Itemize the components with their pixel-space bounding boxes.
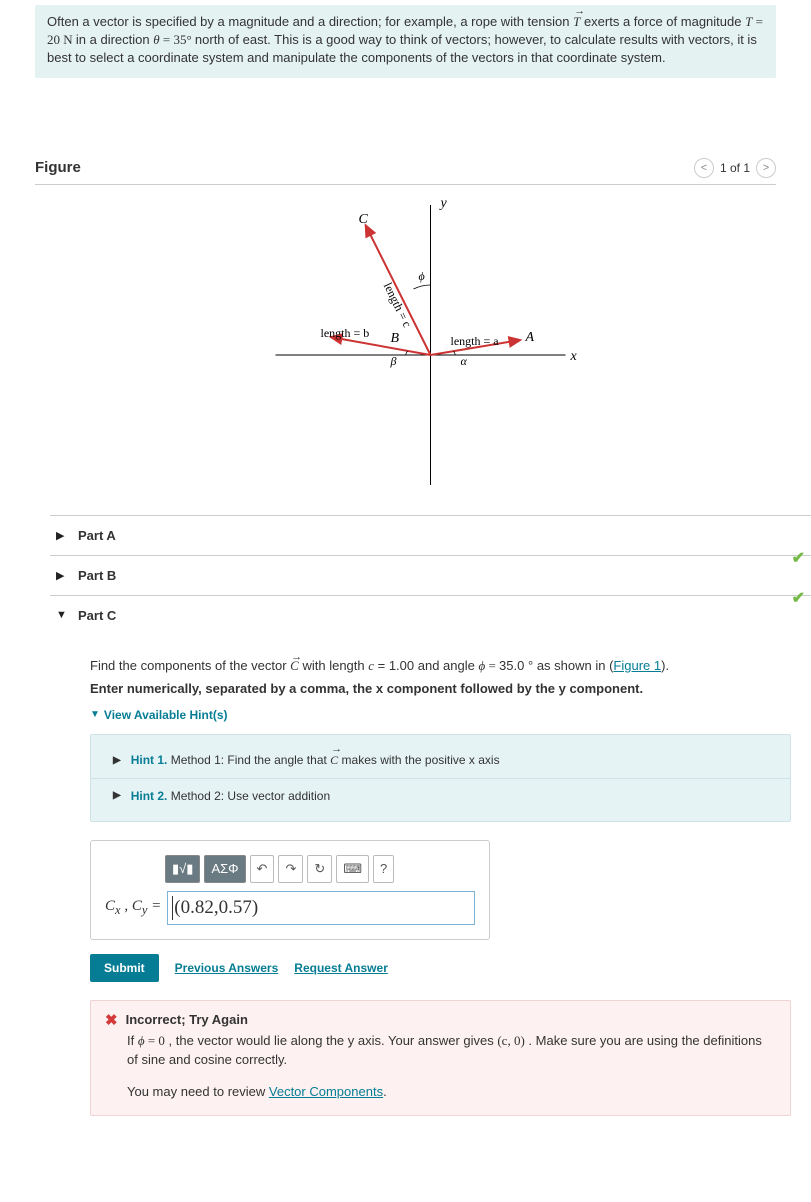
previous-answers-link[interactable]: Previous Answers — [175, 961, 279, 975]
greek-button[interactable]: ΑΣΦ — [204, 855, 245, 883]
beta-label: β — [390, 354, 397, 368]
request-answer-link[interactable]: Request Answer — [294, 961, 388, 975]
equation-toolbar: ▮√▮ ΑΣΦ ↶ ↷ ↻ ⌨ ? — [165, 855, 475, 883]
alpha-label: α — [461, 354, 468, 368]
page: Often a vector is specified by a magnitu… — [0, 5, 811, 1136]
x-axis-label: x — [570, 349, 578, 364]
part-a-label: Part A — [78, 528, 116, 543]
hint-2-label: Hint 2. — [131, 789, 168, 803]
part-c-body: Find the components of the vector →C wit… — [90, 655, 811, 1117]
figure-link[interactable]: Figure 1 — [613, 658, 661, 673]
figure-pager: < 1 of 1 > — [694, 158, 776, 178]
submit-button[interactable]: Submit — [90, 954, 159, 982]
figure-title: Figure — [35, 159, 81, 176]
figure-header: Figure < 1 of 1 > — [35, 158, 776, 185]
partc-instruction: Enter numerically, separated by a comma,… — [90, 681, 791, 696]
keyboard-button[interactable]: ⌨ — [336, 855, 369, 883]
answer-box: ▮√▮ ΑΣΦ ↶ ↷ ↻ ⌨ ? Cx , Cy = (0.82,0.57) — [90, 840, 490, 940]
x-icon: ✖ — [105, 1011, 118, 1029]
figure-pager-text: 1 of 1 — [720, 161, 750, 175]
len-c-label: length = c — [381, 280, 415, 329]
phi-label: ϕ — [419, 269, 425, 283]
y-axis-label: y — [439, 196, 448, 211]
hints-box: ▶ Hint 1. Method 1: Find the angle that … — [90, 734, 791, 822]
hint-1-text: Method 1: Find the angle that →C makes w… — [171, 753, 500, 767]
caret-right-icon: ▶ — [56, 569, 66, 582]
intro-text: Often a vector is specified by a magnitu… — [47, 14, 573, 29]
vec-C-label: C⃗ — [359, 212, 379, 227]
feedback-head: ✖ Incorrect; Try Again — [105, 1011, 776, 1029]
hint-1-row[interactable]: ▶ Hint 1. Method 1: Find the angle that … — [91, 743, 790, 778]
feedback-review: You may need to review Vector Components… — [127, 1082, 776, 1102]
answer-label: Cx , Cy = — [105, 898, 161, 918]
templates-button[interactable]: ▮√▮ — [165, 855, 200, 883]
buttons-row: Submit Previous Answers Request Answer — [90, 954, 791, 982]
part-b-row[interactable]: ▶ Part B ✔ — [50, 556, 811, 596]
answer-row: Cx , Cy = (0.82,0.57) — [105, 891, 475, 925]
vector-components-link[interactable]: Vector Components — [269, 1084, 383, 1099]
vec-A-label: A⃗ — [525, 330, 545, 345]
intro-box: Often a vector is specified by a magnitu… — [35, 5, 776, 78]
feedback-box: ✖ Incorrect; Try Again If ϕ = 0 , the ve… — [90, 1000, 791, 1117]
redo-button[interactable]: ↷ — [278, 855, 303, 883]
hints-toggle[interactable]: ▼ View Available Hint(s) — [90, 708, 791, 722]
vec-B-label: B⃗ — [391, 331, 410, 346]
len-b-label: length = b — [321, 326, 370, 340]
hint-1-label: Hint 1. — [131, 753, 168, 767]
undo-button[interactable]: ↶ — [250, 855, 275, 883]
len-a-label: length = a — [451, 334, 500, 348]
caret-down-icon: ▼ — [56, 609, 66, 621]
answer-value: (0.82,0.57) — [174, 897, 258, 919]
caret-right-icon: ▶ — [113, 790, 121, 801]
figure-area: y x A⃗ length = a α B⃗ length = b β C⃗ l… — [35, 185, 776, 515]
next-figure-button[interactable]: > — [756, 158, 776, 178]
intro-text: in a direction — [76, 32, 153, 47]
feedback-title: Incorrect; Try Again — [126, 1012, 248, 1027]
help-button[interactable]: ? — [373, 855, 394, 883]
prev-figure-button[interactable]: < — [694, 158, 714, 178]
intro-vector-T: →T — [573, 14, 580, 29]
hint-2-text: Method 2: Use vector addition — [171, 789, 330, 803]
part-c-label: Part C — [78, 608, 116, 623]
partc-question: Find the components of the vector →C wit… — [90, 655, 791, 677]
figure-svg: y x A⃗ length = a α B⃗ length = b β C⃗ l… — [35, 185, 776, 515]
part-c-row[interactable]: ▼ Part C — [50, 596, 811, 635]
caret-right-icon: ▶ — [113, 755, 121, 766]
reset-button[interactable]: ↻ — [307, 855, 332, 883]
intro-eq2: θ = 35° — [153, 32, 195, 47]
hints-toggle-label: View Available Hint(s) — [104, 708, 228, 722]
feedback-body: If ϕ = 0 , the vector would lie along th… — [127, 1031, 776, 1102]
hint-2-row[interactable]: ▶ Hint 2. Method 2: Use vector addition — [91, 779, 790, 813]
intro-text: exerts a force of magnitude — [584, 14, 745, 29]
answer-input[interactable]: (0.82,0.57) — [167, 891, 475, 925]
caret-down-icon: ▼ — [90, 709, 100, 720]
caret-right-icon: ▶ — [56, 529, 66, 542]
part-a-row[interactable]: ▶ Part A ✔ — [50, 515, 811, 556]
part-b-label: Part B — [78, 568, 116, 583]
